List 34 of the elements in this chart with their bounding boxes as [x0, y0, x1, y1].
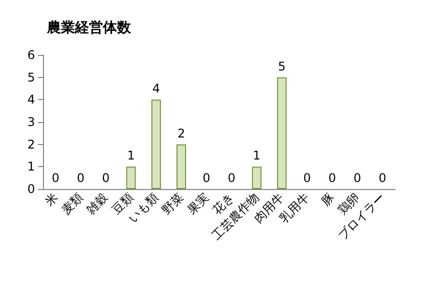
y-tick-label: 4 [27, 92, 35, 107]
y-tick-label: 3 [27, 115, 35, 129]
data-label: 0 [378, 171, 386, 185]
x-tick-label: 豚 [318, 190, 338, 208]
y-tick-label: 1 [27, 160, 35, 174]
x-tick-label: 果実 [184, 190, 212, 217]
y-tick-label: 0 [27, 182, 35, 196]
data-label: 0 [52, 171, 60, 185]
data-label: 0 [76, 171, 85, 185]
data-label: 0 [353, 171, 362, 185]
x-tick-label: 米 [42, 190, 61, 208]
data-label: 1 [127, 148, 135, 163]
data-label: 5 [278, 59, 286, 74]
data-label: 0 [228, 171, 236, 185]
x-tick-label: 雑穀 [84, 190, 111, 217]
bar [126, 166, 136, 189]
data-label: 0 [102, 171, 110, 185]
chart-title: 農業経営体数 [46, 20, 132, 36]
y-tick-label: 6 [27, 48, 35, 62]
y-tick-label: 5 [27, 70, 35, 84]
bar [151, 100, 161, 189]
x-tick-label: 野菜 [159, 190, 186, 217]
data-label: 1 [252, 148, 261, 163]
bar [176, 144, 186, 189]
y-tick-label: 2 [27, 137, 35, 152]
x-tick-label: 麦類 [58, 190, 86, 217]
data-label: 0 [328, 171, 336, 185]
data-label: 2 [177, 126, 186, 140]
bar [277, 77, 287, 189]
data-label: 4 [152, 82, 160, 96]
x-tick-label: 豆類 [109, 190, 136, 217]
data-label: 0 [202, 171, 210, 185]
data-label: 0 [303, 171, 311, 185]
bar [252, 166, 262, 189]
